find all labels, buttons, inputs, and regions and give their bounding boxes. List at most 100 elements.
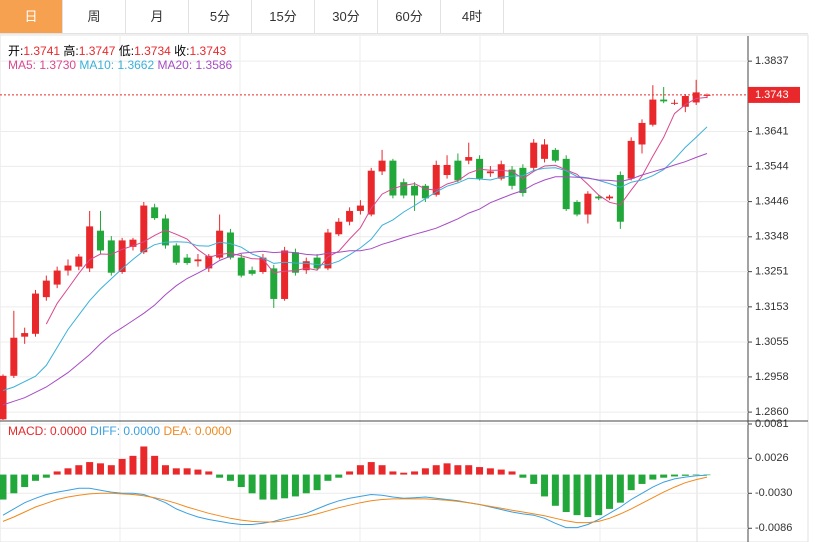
macd-bar [411,471,419,475]
macd-bar [226,474,234,481]
quote-label: 开: [8,44,24,58]
candle-body [226,232,234,258]
macd-bar [324,474,332,481]
y-tick-label: -0.0086 [755,522,792,534]
candle-body [411,185,419,196]
legend-value: 0.0000 [123,424,161,438]
candle-body [194,259,202,262]
candle-body [151,207,159,219]
macd-bar [703,474,711,476]
macd-bar [421,468,429,475]
macd-bar [660,474,668,478]
macd-bar [400,472,408,475]
candle-body [53,270,61,285]
tab[interactable]: 60分 [378,0,441,33]
macd-bar [606,474,614,509]
y-tick-label: 1.3837 [755,55,789,67]
quote-value: 1.3734 [134,44,171,58]
quote-value: 1.3747 [78,44,116,58]
macd-bar [259,474,267,500]
candle-body [519,167,527,193]
y-tick-label: 1.3641 [755,125,789,137]
macd-bar [476,467,484,475]
macd-bar [432,465,440,475]
tab[interactable]: 周 [63,0,126,33]
tab[interactable]: 月 [126,0,189,33]
tab[interactable]: 日 [0,0,63,33]
candle-body [96,230,104,251]
period-tabs: 日 周 月 5分 15分 30分 60分 4时 [0,0,808,34]
candle-body [681,95,689,107]
macd-bar [346,471,354,475]
tab[interactable]: 30分 [315,0,378,33]
candle-body [454,160,462,181]
candle-body [486,171,494,174]
tab[interactable]: 4时 [441,0,504,33]
candle-body [129,239,137,247]
macd-bar [216,474,224,478]
candle-body [367,170,375,215]
candle-body [562,158,570,210]
candle-body [627,140,635,179]
candle-body [259,257,267,273]
macd-bar [681,474,689,476]
macd-bar [562,474,570,513]
candle-body [443,164,451,176]
quote-label: 高: [63,44,79,58]
macd-bar [96,463,104,475]
macd-bar [86,462,94,475]
candle-body [216,230,224,258]
legend-value: 1.3730 [39,58,77,72]
tab[interactable]: 5分 [189,0,252,33]
macd-bar [638,474,646,484]
macd-bar [530,474,538,484]
y-tick-label: 1.3251 [755,266,789,278]
candle-body [324,232,332,269]
macd-bar [302,474,310,494]
macd-bar [671,474,679,477]
macd-bar [378,465,386,475]
macd-bar [151,455,159,475]
candle-body [616,175,624,222]
candle-body [140,205,148,253]
candle-body [541,144,549,159]
macd-bar [541,474,549,497]
candle-body [291,252,299,273]
candle-body [248,270,256,274]
candle-body [21,333,29,337]
candle-body [31,293,39,334]
y-tick-label: 1.3055 [755,336,789,348]
candle-body [10,337,18,376]
y-tick-label: 0.0026 [755,452,789,464]
candle-body [421,185,429,199]
tab[interactable]: 15分 [252,0,315,33]
macd-bar [140,446,148,475]
macd-line [2,476,708,524]
candle-body [237,257,245,276]
candle-body [703,94,711,96]
macd-bar [53,471,61,475]
candle-body [346,210,354,222]
last-price-box [748,86,800,103]
macd-bar [183,468,191,475]
macd-bar [270,474,278,500]
ma-legend: MA5: 1.3730 MA10: 1.3662 MA20: 1.3586 [8,58,232,72]
ma-line [45,96,708,325]
candle-body [205,255,213,269]
macd-line [2,474,708,529]
candle-body [497,164,505,179]
macd-bar [551,474,559,506]
macd-bar [118,458,126,475]
legend-value: 0.0000 [50,424,87,438]
macd-bar [129,455,137,475]
macd-bar [107,465,115,475]
candle-body [692,92,700,103]
candle-body [75,256,83,267]
y-tick-label: 1.3446 [755,196,789,208]
quote-value: 1.3743 [189,44,227,58]
legend-name: MACD: [8,424,47,438]
y-tick-label: 1.3153 [755,301,789,313]
macd-bar [291,474,299,497]
legend-value: 1.3662 [117,58,155,72]
